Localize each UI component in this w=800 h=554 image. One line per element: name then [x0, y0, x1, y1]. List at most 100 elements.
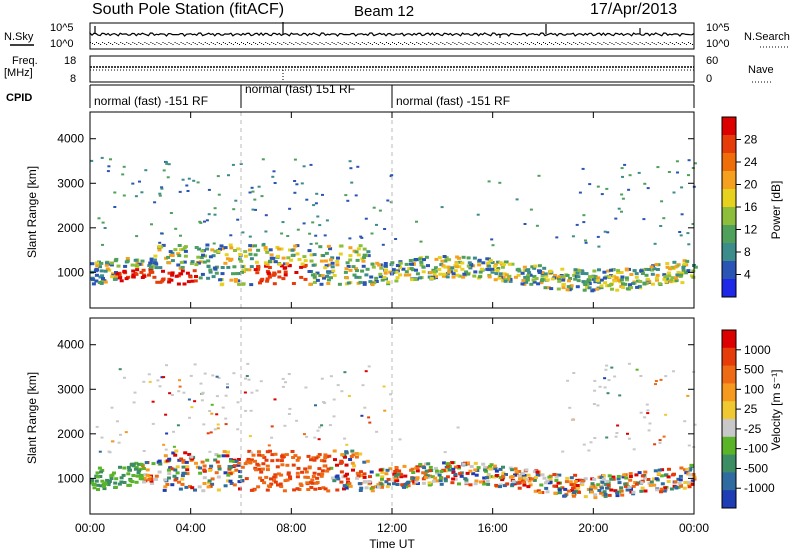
- heatmap-cell: [273, 182, 277, 184]
- nsearch-dot: [488, 42, 490, 43]
- heatmap-cell: [226, 473, 231, 477]
- heatmap-cell: [315, 278, 320, 282]
- heatmap-cell: [680, 271, 684, 275]
- heatmap-cell: [206, 265, 211, 268]
- nsearch-dot: [353, 44, 355, 45]
- heatmap-cell: [588, 183, 592, 186]
- heatmap-cell: [361, 259, 366, 263]
- heatmap-cell: [494, 483, 499, 487]
- heatmap-cell: [489, 463, 494, 467]
- nsearch-dot: [110, 43, 112, 44]
- heatmap-cell: [253, 198, 257, 201]
- heatmap-cell: [240, 265, 245, 269]
- nsearch-dot: [140, 43, 142, 44]
- heatmap-cell: [363, 406, 367, 409]
- nsearch-dot: [293, 44, 295, 45]
- heatmap-cell: [251, 208, 255, 211]
- heatmap-cell: [170, 394, 174, 396]
- heatmap-cell: [126, 483, 131, 487]
- heatmap-cell: [423, 462, 428, 466]
- heatmap-cell: [149, 477, 154, 481]
- heatmap-cell: [552, 484, 557, 488]
- heatmap-cell: [691, 223, 695, 225]
- heatmap-cell: [471, 472, 476, 476]
- heatmap-cell: [205, 219, 209, 222]
- heatmap-cell: [220, 282, 225, 286]
- heatmap-cell: [248, 435, 252, 438]
- nsearch-dot: [156, 42, 158, 43]
- nsearch-dot: [144, 42, 146, 43]
- nsearch-dot: [265, 42, 267, 43]
- heatmap-cell: [445, 462, 450, 466]
- nsearch-dot: [303, 43, 305, 44]
- nsearch-dot: [196, 44, 198, 45]
- heatmap-cell: [172, 430, 175, 433]
- heatmap-cell: [438, 479, 443, 483]
- heatmap-cell: [320, 469, 325, 473]
- noise-tick-right-bottom: 10^0: [706, 38, 730, 50]
- nsearch-dot: [249, 43, 251, 44]
- heatmap-cell: [609, 268, 613, 272]
- heatmap-cell: [653, 242, 657, 245]
- heatmap-cell: [376, 485, 381, 489]
- heatmap-cell: [513, 473, 517, 477]
- heatmap-cell: [261, 158, 265, 161]
- heatmap-cell: [288, 207, 292, 210]
- heatmap-cell: [162, 488, 167, 492]
- heatmap-cell: [494, 272, 499, 276]
- heatmap-cell: [122, 466, 127, 470]
- heatmap-cell: [610, 287, 614, 291]
- heatmap-cell: [325, 274, 330, 278]
- heatmap-cell: [320, 472, 325, 476]
- heatmap-cell: [253, 253, 258, 257]
- heatmap-cell: [283, 479, 288, 483]
- heatmap-cell: [207, 468, 212, 472]
- heatmap-cell: [335, 259, 340, 263]
- heatmap-cell: [648, 483, 653, 487]
- heatmap-cell: [565, 288, 570, 292]
- heatmap-cell: [687, 243, 691, 246]
- heatmap-cell: [600, 193, 604, 196]
- nsearch-dot: [373, 42, 375, 43]
- colorbar-swatch: [722, 419, 736, 438]
- heatmap-cell: [356, 474, 361, 478]
- heatmap-cell: [354, 275, 359, 279]
- heatmap-cell: [292, 488, 297, 492]
- heatmap-cell: [534, 476, 538, 479]
- heatmap-cell: [590, 490, 594, 494]
- heatmap-cell: [312, 471, 317, 475]
- heatmap-cell: [202, 260, 207, 264]
- heatmap-cell: [531, 278, 536, 282]
- nsearch-dot: [230, 43, 232, 44]
- heatmap-cell: [529, 282, 534, 286]
- heatmap-cell: [685, 259, 690, 263]
- heatmap-cell: [295, 419, 299, 422]
- heatmap-cell: [524, 468, 529, 472]
- nsearch-dot: [436, 43, 438, 44]
- nsearch-dot: [245, 44, 246, 45]
- heatmap-cell: [307, 270, 312, 273]
- heatmap-cell: [494, 469, 499, 473]
- heatmap-cell: [427, 469, 432, 473]
- heatmap-cell: [666, 271, 671, 275]
- nsearch-dot: [559, 44, 561, 45]
- heatmap-cell: [217, 467, 222, 471]
- nsearch-dot: [345, 43, 347, 44]
- y-tick-label: 1000: [57, 265, 84, 279]
- heatmap-cell: [131, 182, 135, 185]
- heatmap-cell: [619, 271, 624, 274]
- heatmap-cell: [362, 253, 367, 257]
- heatmap-cell: [265, 450, 270, 454]
- heatmap-cell: [382, 275, 387, 279]
- heatmap-cell: [554, 479, 559, 482]
- heatmap-cell: [187, 398, 191, 401]
- heatmap-cell: [646, 412, 650, 415]
- heatmap-cell: [343, 371, 347, 374]
- nsearch-dot: [168, 42, 170, 43]
- heatmap-cell: [283, 424, 287, 427]
- heatmap-cell: [439, 482, 444, 486]
- heatmap-cell: [179, 272, 184, 276]
- heatmap-cell: [660, 468, 665, 472]
- heatmap-cell: [307, 465, 312, 469]
- heatmap-cell: [178, 385, 182, 388]
